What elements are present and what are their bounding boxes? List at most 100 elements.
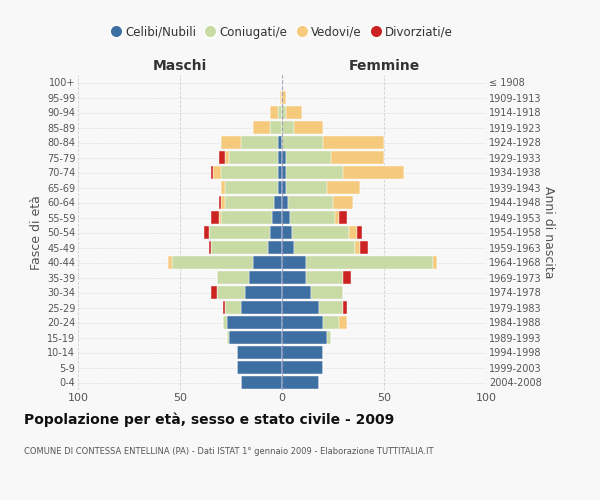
Bar [278,136,282,148]
Bar [282,376,319,388]
Bar [227,332,229,344]
Bar [282,332,327,344]
Bar [307,256,433,268]
Bar [245,286,282,298]
Bar [223,316,227,328]
Bar [358,226,362,238]
Bar [253,122,270,134]
Bar [319,302,343,314]
Bar [339,316,347,328]
Legend: Celibi/Nubili, Coniugati/e, Vedovi/e, Divorziati/e: Celibi/Nubili, Coniugati/e, Vedovi/e, Di… [106,21,458,44]
Bar [282,272,307,283]
Bar [253,256,282,268]
Bar [225,302,241,314]
Bar [286,182,327,194]
Bar [274,196,282,208]
Bar [241,376,282,388]
Bar [307,272,343,283]
Bar [217,272,250,283]
Bar [219,212,221,224]
Bar [221,212,272,224]
Bar [278,182,282,194]
Bar [286,152,331,164]
Bar [217,286,245,298]
Bar [323,316,339,328]
Bar [343,272,352,283]
Bar [270,122,282,134]
Bar [282,316,323,328]
Bar [212,166,221,178]
Bar [272,212,282,224]
Bar [221,196,225,208]
Bar [282,242,294,254]
Bar [286,106,302,118]
Bar [282,166,286,178]
Text: Maschi: Maschi [153,58,207,72]
Bar [237,362,282,374]
Bar [282,226,292,238]
Bar [282,196,288,208]
Bar [225,152,229,164]
Bar [229,332,282,344]
Bar [294,242,355,254]
Bar [282,286,311,298]
Bar [282,256,307,268]
Bar [327,182,359,194]
Bar [335,212,339,224]
Bar [221,136,241,148]
Bar [294,122,323,134]
Bar [282,152,286,164]
Bar [227,316,282,328]
Bar [282,92,286,104]
Bar [355,242,359,254]
Bar [225,196,274,208]
Bar [343,166,404,178]
Bar [282,182,286,194]
Bar [327,332,331,344]
Bar [311,286,343,298]
Bar [237,346,282,358]
Bar [270,226,282,238]
Text: COMUNE DI CONTESSA ENTELLINA (PA) - Dati ISTAT 1° gennaio 2009 - Elaborazione TU: COMUNE DI CONTESSA ENTELLINA (PA) - Dati… [24,448,433,456]
Bar [323,136,384,148]
Bar [219,152,225,164]
Bar [211,212,219,224]
Bar [278,166,282,178]
Bar [282,212,290,224]
Bar [209,242,211,254]
Bar [282,106,286,118]
Bar [288,196,333,208]
Bar [250,272,282,283]
Bar [282,122,294,134]
Bar [333,196,353,208]
Bar [221,166,278,178]
Bar [209,226,270,238]
Bar [292,226,349,238]
Text: Femmine: Femmine [349,58,419,72]
Bar [278,152,282,164]
Bar [211,166,212,178]
Text: Popolazione per età, sesso e stato civile - 2009: Popolazione per età, sesso e stato civil… [24,412,394,427]
Bar [211,286,217,298]
Bar [241,302,282,314]
Bar [221,182,225,194]
Bar [219,196,221,208]
Bar [339,212,347,224]
Bar [229,152,278,164]
Bar [282,346,323,358]
Bar [225,182,278,194]
Bar [172,256,253,268]
Bar [343,302,347,314]
Bar [268,242,282,254]
Bar [168,256,172,268]
Bar [278,106,282,118]
Bar [205,226,209,238]
Bar [433,256,437,268]
Bar [359,242,368,254]
Bar [286,166,343,178]
Bar [282,136,323,148]
Bar [211,242,268,254]
Y-axis label: Fasce di età: Fasce di età [29,195,43,270]
Bar [270,106,278,118]
Bar [241,136,278,148]
